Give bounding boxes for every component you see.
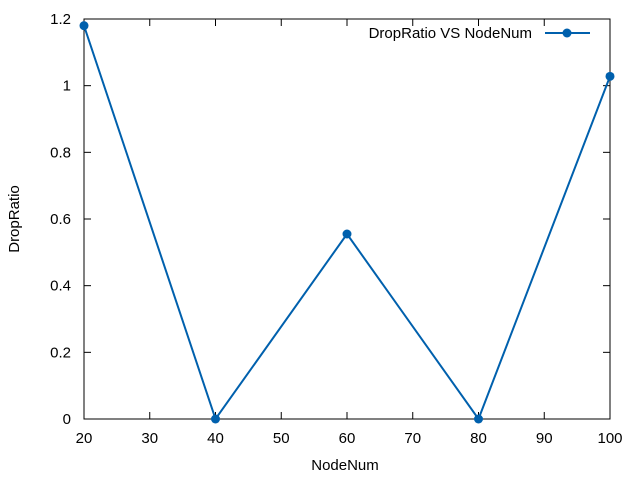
y-tick-label: 0.6 [50, 211, 71, 228]
x-tick-label: 80 [470, 430, 487, 447]
axis-ticks [83, 18, 611, 420]
series-layer [79, 21, 615, 424]
x-tick-label: 90 [536, 430, 553, 447]
x-tick-label: 100 [597, 430, 622, 447]
y-tick-label: 0.8 [50, 144, 71, 161]
data-point [342, 229, 352, 239]
x-tick-label: 40 [207, 430, 224, 447]
legend-marker [562, 28, 572, 38]
x-tick-label: 30 [141, 430, 158, 447]
y-axis-label: DropRatio [6, 185, 23, 253]
x-tick-label: 70 [404, 430, 421, 447]
y-tick-label: 0.4 [50, 278, 71, 295]
data-point [474, 414, 483, 424]
x-axis-label: NodeNum [311, 457, 379, 474]
plot-frame [83, 18, 611, 420]
y-tick-label: 0.2 [50, 344, 71, 361]
data-point [211, 414, 220, 424]
x-tick-label: 60 [339, 430, 356, 447]
legend-label: DropRatio VS NodeNum [369, 25, 532, 42]
y-tick-label: 1 [63, 78, 71, 95]
x-tick-label: 50 [273, 430, 290, 447]
series-line [83, 25, 611, 422]
data-point [79, 21, 89, 31]
tick-labels: 20 30 40 50 60 70 80 90 100 0 0.2 0.4 0.6 0.8 1 1.2 [50, 11, 622, 447]
x-tick-label: 20 [76, 430, 93, 447]
data-point [605, 71, 615, 81]
legend: DropRatio VS NodeNum [369, 25, 590, 42]
y-tick-label: 0 [63, 411, 71, 428]
y-tick-label: 1.2 [50, 11, 71, 28]
